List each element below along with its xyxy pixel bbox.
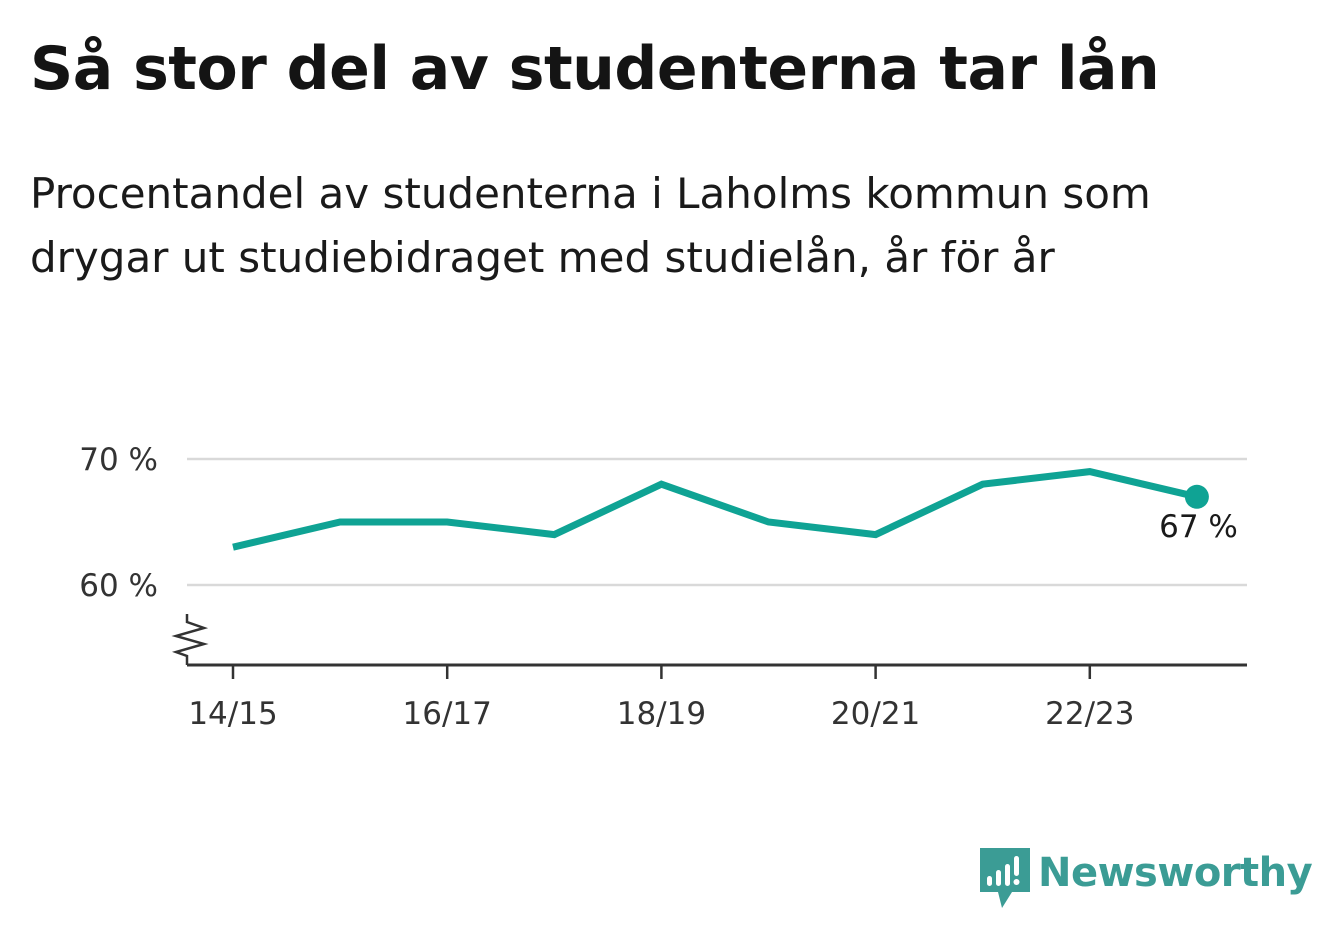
last-value-label: 67 % xyxy=(1159,509,1238,545)
series-line xyxy=(232,468,1198,551)
x-tick-label: 18/19 xyxy=(617,696,706,732)
gridlines xyxy=(187,457,1247,587)
chart-title: Så stor del av studenterna tar lån xyxy=(30,34,1160,104)
last-point xyxy=(1184,484,1209,509)
x-tick-label: 14/15 xyxy=(188,696,277,732)
brand-name: Newsworthy xyxy=(1038,850,1313,896)
x-tick-label: 22/23 xyxy=(1045,696,1134,732)
x-tick-label: 20/21 xyxy=(831,696,920,732)
x-tick-label: 16/17 xyxy=(403,696,492,732)
chart-subtitle: Procentandel av studenterna i Laholms ko… xyxy=(30,169,1151,282)
series xyxy=(232,468,1209,551)
newsworthy-brand: Newsworthy xyxy=(980,848,1313,910)
labels: 60 % 70 % 14/15 16/17 18/19 20/21 22/23 67 % xyxy=(79,442,1238,732)
x-axis xyxy=(171,614,1247,679)
y-tick-label: 70 % xyxy=(79,442,158,478)
y-tick-label: 60 % xyxy=(79,568,158,604)
axis-break-icon xyxy=(171,614,209,665)
newsworthy-logo-icon xyxy=(980,848,1030,908)
